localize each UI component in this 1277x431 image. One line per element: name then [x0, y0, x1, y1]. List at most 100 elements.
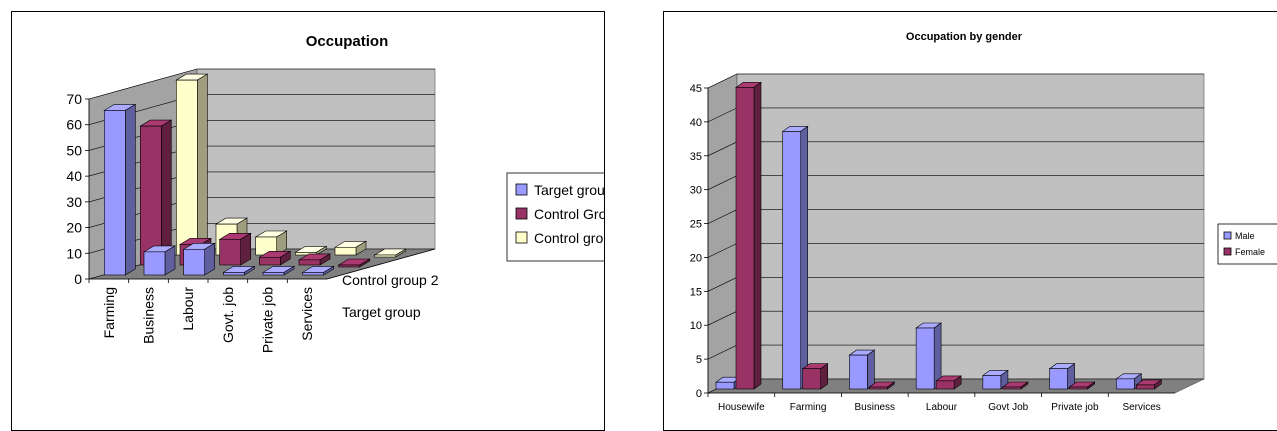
y-tick-label: 10: [690, 320, 702, 332]
chart-title: Occupation: [306, 33, 389, 50]
bar-control-group-1-farming-front: [140, 125, 162, 266]
bar-male-farming-side: [800, 125, 808, 390]
gridline: [707, 73, 1204, 89]
bar-target-group-services-front: [302, 272, 324, 276]
y-tick-label: 60: [66, 117, 82, 133]
chart-occupation-by-gender-panel: Occupation by gender 0 5 10 15 20 25 30 35 40 45 Ho…: [663, 11, 1277, 431]
x-tick-label: Govt Job: [988, 402, 1028, 413]
bar-male-govt-job-front: [982, 375, 1002, 390]
bar-male-farming: [781, 125, 809, 390]
legend-box: [1217, 223, 1277, 265]
y-tick-label: 50: [66, 142, 82, 158]
depth-axis: [326, 248, 436, 280]
bar-male-farming-front: [782, 131, 802, 390]
legend-label-target-group: Target group: [534, 182, 605, 198]
bar-male-services-front: [1115, 378, 1135, 390]
bar-female-farming: [801, 363, 829, 390]
y-tick-label: 30: [66, 194, 82, 210]
bar-female-labour: [935, 375, 963, 390]
legend-swatch-control-group-1: [515, 207, 528, 220]
x-tick-label: Private job: [260, 287, 276, 353]
x-tick-label: Labour: [926, 402, 958, 413]
bar-target-group-labour-side: [204, 242, 215, 276]
bar-male-private-job: [1048, 363, 1076, 390]
legend-swatch-female: [1223, 247, 1232, 256]
bar-control-group-2-farming-front: [176, 79, 198, 256]
bar-female-services: [1135, 379, 1163, 390]
bar-control-group-2-private-job-front: [334, 246, 357, 256]
chart-occupation: Occupation 0 10 20 30 40 50 60 70 Farming Business…: [66, 33, 605, 353]
bar-control-group-1-labour-side: [240, 232, 251, 266]
legend-label-control-group-1: Control Group 1: [534, 206, 605, 222]
x-tick-label: Govt. job: [220, 287, 236, 343]
bar-male-housewife-front: [715, 381, 735, 390]
bar-female-housewife: [735, 81, 762, 390]
x-tick-label: Business: [141, 287, 157, 344]
y-tick-label: 15: [690, 286, 702, 298]
bar-female-private-job-front: [1069, 386, 1088, 390]
x-tick-label: Services: [299, 287, 315, 341]
legend-swatch-control-group-2: [515, 231, 528, 244]
bar-female-private-job: [1068, 381, 1096, 390]
x-tick-label: Housewife: [718, 402, 765, 413]
legend-swatch-target-group: [515, 183, 528, 196]
bar-control-group-2-private-job: [333, 240, 368, 256]
bar-female-housewife-side: [753, 81, 762, 390]
bar-control-group-1-private-job: [297, 253, 332, 266]
bar-control-group-2-services-front: [374, 254, 396, 258]
legend-label-control-group-2: Control group 2: [534, 230, 605, 246]
y-tick-label: 45: [690, 83, 702, 95]
y-tick-label: 0: [74, 271, 82, 287]
y-tick-label: 20: [690, 252, 702, 264]
chart-occupation-by-gender: Occupation by gender 0 5 10 15 20 25 30 35 40 45 Ho…: [690, 31, 1277, 413]
bar-target-group-govt-job-front: [223, 272, 245, 276]
x-tick-label: Business: [854, 402, 895, 413]
bar-male-business-front: [849, 354, 868, 390]
legend-label-female: Female: [1235, 247, 1265, 257]
y-tick-label: 10: [66, 245, 82, 261]
bar-control-group-2-services: [373, 248, 407, 258]
depth-label-control-group-2: Control group 2: [342, 272, 439, 288]
bar-control-group-1-private-job-front: [298, 259, 321, 266]
bar-control-group-2-farming-side: [197, 73, 208, 256]
y-tick-label: 70: [66, 91, 82, 107]
legend-swatch-male: [1223, 231, 1232, 240]
chart-title: Occupation by gender: [906, 31, 1023, 43]
chart-occupation-panel: Occupation 0 10 20 30 40 50 60 70 Farming Business…: [11, 11, 605, 431]
bar-female-labour-front: [935, 380, 955, 390]
depth-label-target-group: Target group: [342, 304, 421, 320]
bar-control-group-1-farming: [139, 119, 173, 266]
bar-target-group-private-job: [261, 265, 296, 276]
bar-target-group-business-front: [143, 251, 166, 276]
bar-control-group-1-labour-front: [219, 238, 241, 266]
gridline: [88, 68, 435, 100]
y-tick-label: 0: [696, 388, 702, 400]
y-tick-label: 40: [690, 117, 702, 129]
bar-control-group-1-govt-job-front: [259, 256, 281, 266]
bar-male-labour-front: [915, 327, 935, 390]
x-tick-label: Services: [1122, 402, 1160, 413]
bar-female-housewife-front: [735, 87, 755, 390]
bar-control-group-1-services: [337, 258, 371, 268]
bar-male-business: [848, 349, 876, 390]
legend-label-male: Male: [1235, 231, 1255, 241]
legend: Target group Control Group 1 Control group…: [506, 172, 605, 262]
y-tick-label: 20: [66, 220, 82, 236]
bar-target-group-farming: [103, 103, 137, 276]
bar-female-govt-job: [1001, 381, 1029, 390]
bar-target-group-labour-front: [183, 248, 205, 276]
bar-female-farming-front: [802, 368, 822, 390]
side-wall: [707, 73, 738, 394]
legend: Male Female: [1217, 223, 1277, 265]
bar-target-group-labour: [182, 242, 216, 276]
bar-female-business: [868, 381, 896, 390]
bar-target-group-farming-front: [104, 110, 126, 276]
bar-female-govt-job-front: [1002, 386, 1022, 390]
bar-female-services-front: [1135, 384, 1155, 390]
bar-control-group-1-labour: [218, 232, 252, 266]
bar-target-group-services: [301, 265, 335, 276]
y-tick-label: 25: [690, 219, 702, 231]
y-tick-label: 35: [690, 151, 702, 163]
bar-target-group-farming-side: [125, 103, 136, 276]
bar-female-business-front: [869, 386, 888, 390]
